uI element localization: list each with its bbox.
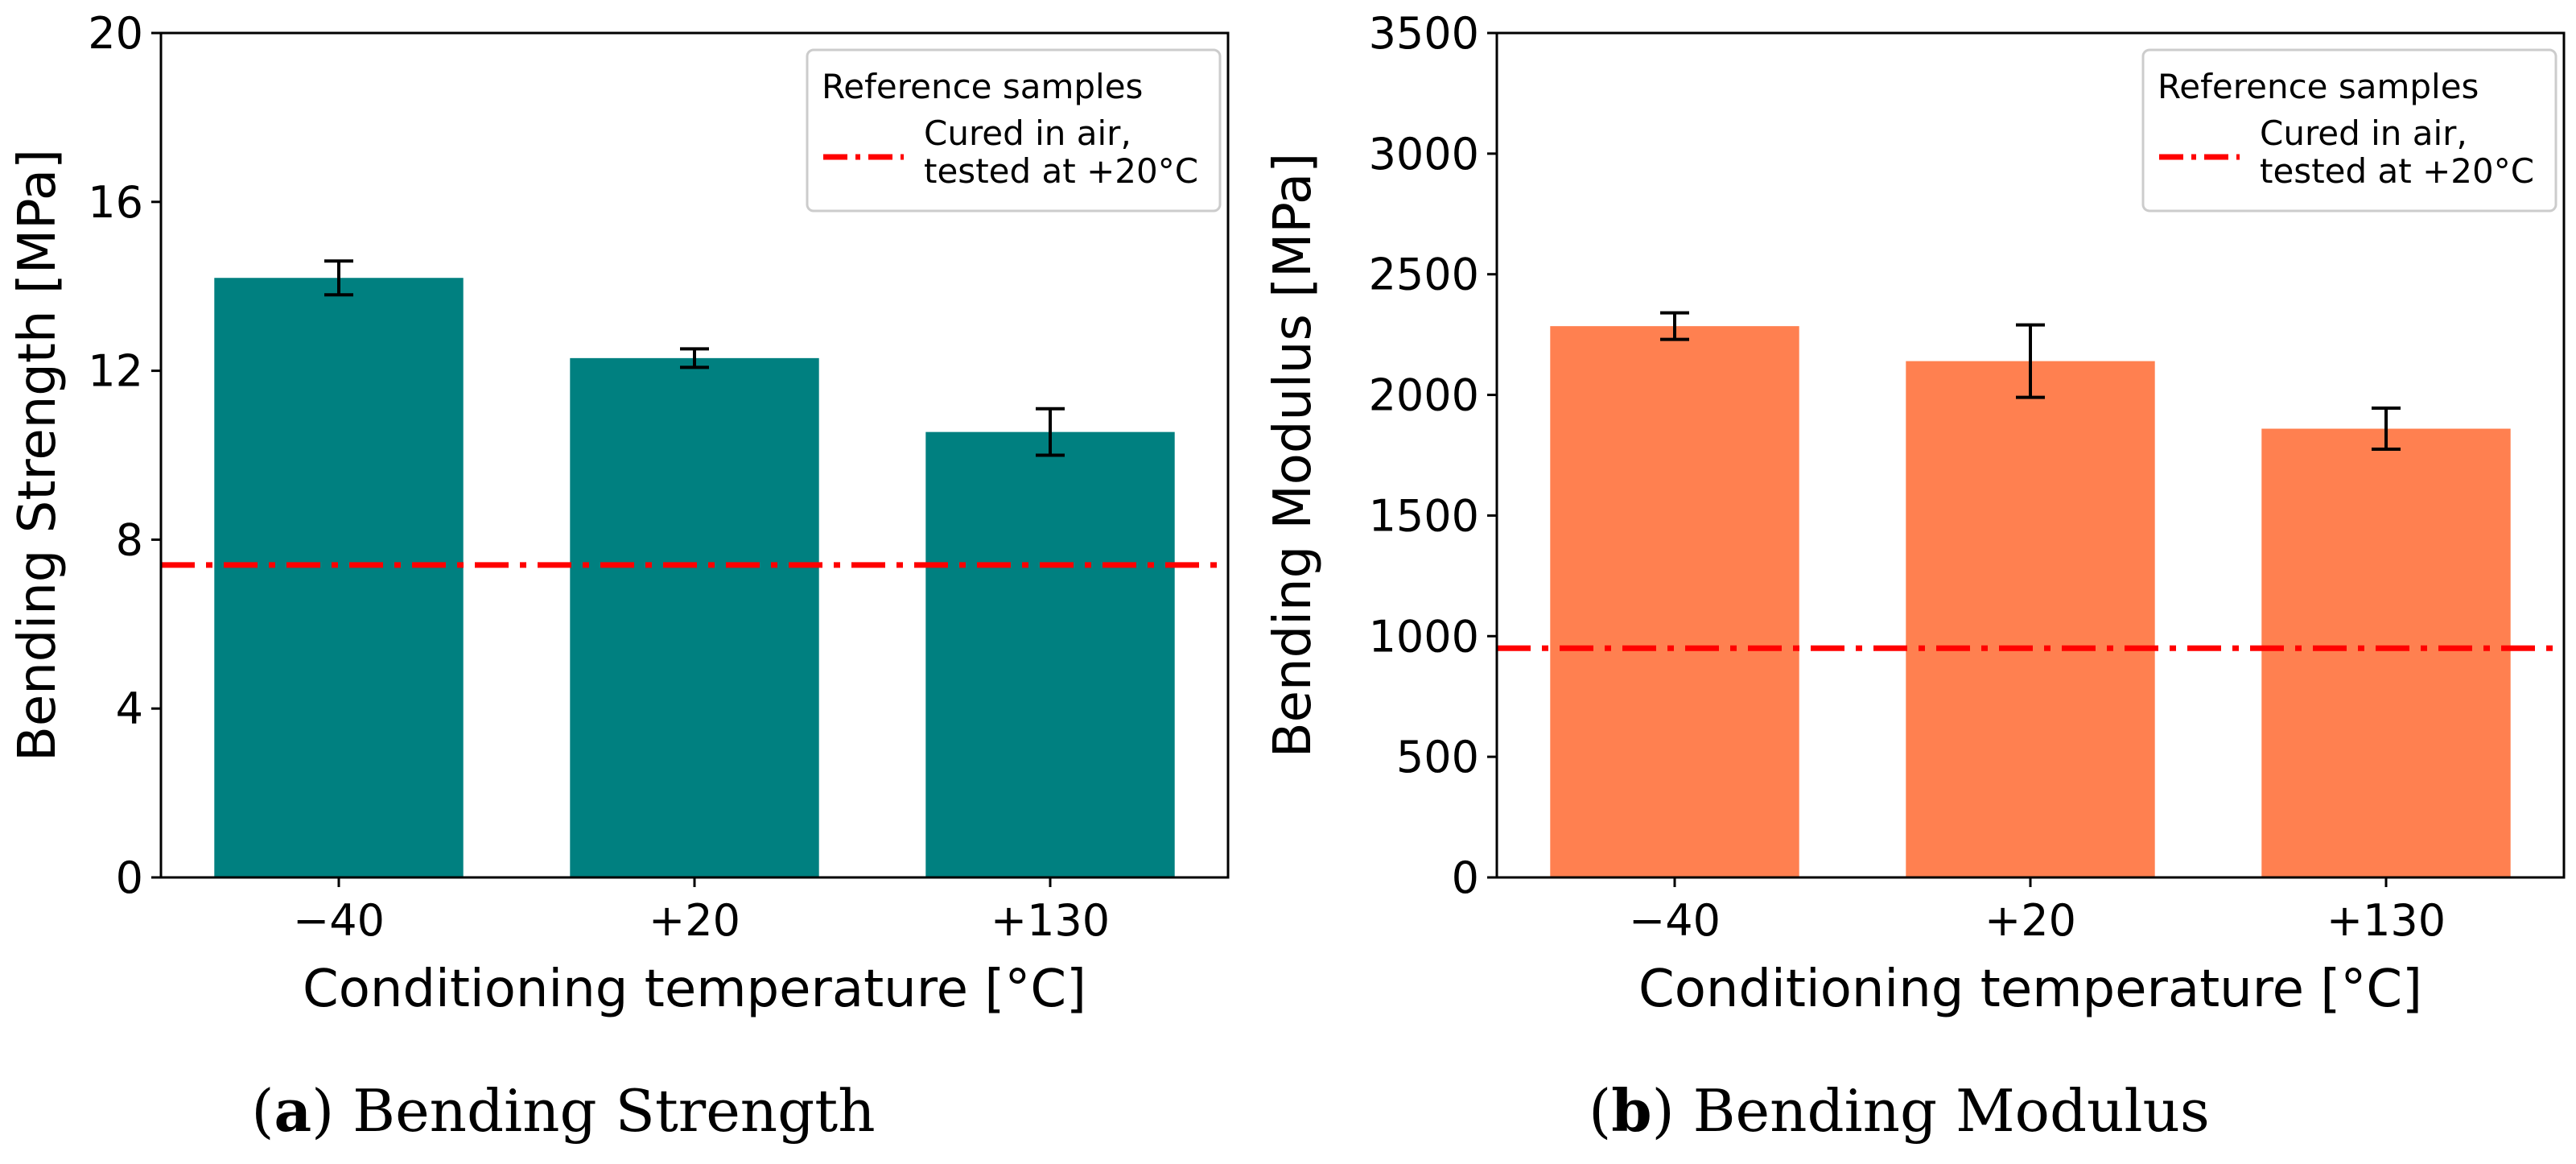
caption-text: Bending Strength — [352, 1077, 875, 1145]
bar — [1906, 361, 2155, 877]
legend-entry-line2: tested at +20°C — [2260, 151, 2534, 191]
bar — [1550, 326, 1799, 878]
legend: Reference samples Cured in air,tested at … — [806, 48, 1222, 213]
bar — [570, 357, 819, 877]
y-axis-label: Bending Modulus [MPa] — [1263, 153, 1323, 757]
chart-panel-2: −40 +20 +130 0 500 1000 1500 2000 2500 3000 3500 Co… — [1263, 8, 2566, 1145]
bar — [2261, 428, 2511, 877]
legend-entry-line1: Cured in air, — [924, 114, 1131, 153]
legend-entry-line2: tested at +20°C — [924, 151, 1198, 191]
legend-entry-line1: Cured in air, — [2260, 114, 2467, 153]
legend-box — [2141, 48, 2557, 213]
caption-letter: b — [1611, 1076, 1651, 1145]
caption-paren-close: ) — [311, 1077, 352, 1145]
x-tick-label: +130 — [991, 895, 1110, 946]
x-axis-label: Conditioning temperature [°C] — [303, 960, 1086, 1019]
legend-title: Reference samples — [2158, 67, 2479, 106]
x-tick-label: +130 — [2327, 895, 2446, 946]
y-tick-label: 1000 — [1369, 611, 1479, 662]
y-tick-label: 2500 — [1369, 250, 1479, 300]
caption-text: Bending Modulus — [1693, 1077, 2210, 1145]
y-tick-label: 20 — [88, 8, 143, 59]
figure-caption: (b) Bending Modulus — [1589, 1076, 2210, 1145]
y-tick-label: 8 — [116, 514, 143, 565]
figure-caption: (a) Bending Strength — [251, 1076, 875, 1145]
x-tick-label: +20 — [1985, 895, 2076, 946]
caption-paren-open: ( — [251, 1077, 274, 1145]
plot-frame — [159, 31, 1230, 879]
y-tick-label: 4 — [116, 683, 143, 734]
legend: Reference samples Cured in air,tested at … — [2141, 48, 2557, 213]
caption-paren-close: ) — [1652, 1077, 1693, 1145]
chart-panel-1: −40 +20 +130 0 4 8 12 16 20 Conditioning temperat… — [8, 8, 1230, 1145]
bar — [925, 431, 1175, 877]
caption-letter: a — [274, 1076, 312, 1145]
y-tick-label: 16 — [88, 177, 143, 228]
legend-title: Reference samples — [822, 67, 1143, 106]
y-tick-label: 1500 — [1369, 490, 1479, 541]
y-tick-label: 500 — [1396, 732, 1479, 782]
y-tick-label: 2000 — [1369, 370, 1479, 421]
bar — [214, 278, 464, 878]
x-tick-label: +20 — [649, 895, 740, 946]
y-axis-label: Bending Strength [MPa] — [8, 149, 68, 762]
x-tick-label: −40 — [293, 895, 385, 946]
x-axis-label: Conditioning temperature [°C] — [1638, 960, 2422, 1019]
caption-paren-open: ( — [1589, 1077, 1611, 1145]
y-tick-label: 0 — [1452, 852, 1479, 903]
y-tick-label: 3500 — [1369, 8, 1479, 59]
y-tick-label: 0 — [116, 852, 143, 903]
legend-box — [806, 48, 1222, 213]
x-tick-label: −40 — [1629, 895, 1721, 946]
y-tick-label: 3000 — [1369, 129, 1479, 180]
y-tick-label: 12 — [88, 346, 143, 397]
plot-frame — [1495, 31, 2566, 879]
